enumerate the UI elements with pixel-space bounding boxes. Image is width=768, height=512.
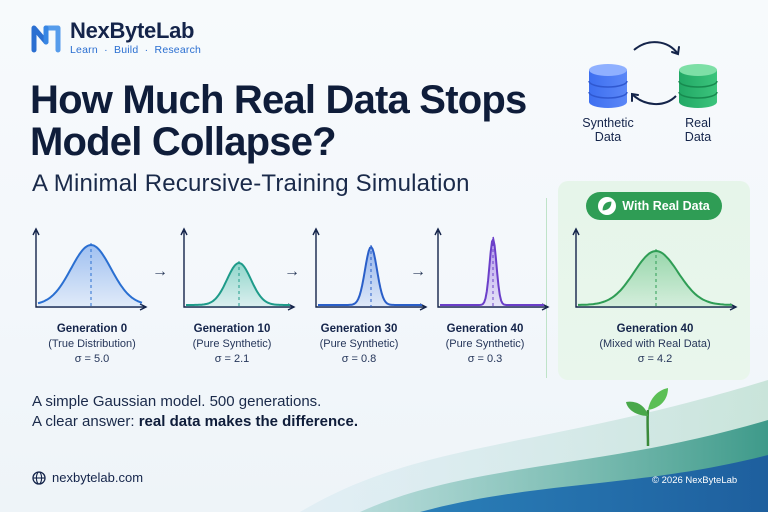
distribution-fill: [38, 245, 142, 307]
gen-40-pure-distribution-chart: [434, 227, 550, 311]
headline-line-1: How Much Real Data Stops: [30, 78, 527, 122]
distribution-fill: [440, 239, 544, 307]
gen-40-pure-sigma: σ = 0.3: [467, 353, 503, 365]
brand-logo-icon: [31, 25, 61, 53]
synthetic-database-icon: [588, 64, 628, 108]
gen-30-subtitle: (Pure Synthetic): [319, 338, 399, 350]
footer-website-link[interactable]: nexbytelab.com: [32, 470, 143, 485]
gen-30-distribution-chart: [312, 227, 428, 311]
distribution-fill: [186, 263, 290, 307]
distribution-curve: [578, 249, 733, 306]
gen-40-mixed-title: Generation 40: [616, 323, 694, 335]
headline-line-2: Model Collapse?: [30, 120, 337, 164]
with-real-data-badge: With Real Data: [586, 192, 722, 220]
arrow-2: →: [284, 263, 300, 280]
leaf-icon: [598, 197, 617, 215]
gen-10-title: Generation 10: [193, 323, 271, 335]
distribution-fill: [578, 251, 732, 307]
real-database-icon: [678, 64, 718, 108]
gen-40-mixed-distribution-chart: [572, 227, 738, 311]
brand-name: NexByteLab: [70, 18, 195, 43]
gen-10-distribution-chart: [180, 227, 296, 311]
subtitle: A Minimal Recursive-Training Simulation: [32, 170, 470, 197]
distribution-fill: [318, 247, 422, 307]
distribution-curve: [440, 236, 544, 306]
summary-line-1: A simple Gaussian model. 500 generations…: [32, 393, 322, 410]
distribution-curve: [37, 243, 143, 305]
footer-url-label: nexbytelab.com: [52, 470, 144, 485]
synthetic-data-label: Synthetic Data: [582, 116, 634, 145]
gen-40-pure-title: Generation 40: [446, 323, 524, 335]
gen-0-sigma: σ = 5.0: [74, 353, 110, 365]
cycle-arrows-icon: [631, 41, 680, 105]
gen-0-distribution-chart: [32, 227, 148, 311]
badge-label: With Real Data: [622, 199, 710, 213]
brand-tagline: Learn · Build · Research: [70, 44, 202, 56]
gen-30-title: Generation 30: [320, 323, 398, 335]
gen-30-sigma: σ = 0.8: [341, 353, 377, 365]
sprout-icon: [626, 388, 668, 446]
gen-40-mixed-sigma: σ = 4.2: [637, 353, 673, 365]
globe-icon: [32, 470, 46, 485]
gen-40-pure-subtitle: (Pure Synthetic): [445, 338, 525, 350]
gen-0-subtitle: (True Distribution): [48, 338, 136, 350]
summary-line-2: A clear answer: real data makes the diff…: [32, 413, 358, 430]
gen-0-title: Generation 0: [56, 323, 128, 335]
gen-40-mixed-subtitle: (Mixed with Real Data): [599, 338, 711, 350]
distribution-curve: [186, 261, 290, 306]
gen-10-sigma: σ = 2.1: [214, 353, 250, 365]
distribution-curve: [318, 245, 422, 306]
panel-divider: [546, 198, 547, 378]
summary-emphasis: real data makes the difference.: [138, 413, 358, 430]
gen-10-subtitle: (Pure Synthetic): [192, 338, 272, 350]
copyright-notice: © 2026 NexByteLab: [652, 475, 738, 486]
arrow-1: →: [152, 263, 168, 280]
real-data-label: Real Data: [684, 116, 712, 145]
arrow-3: →: [410, 263, 426, 280]
